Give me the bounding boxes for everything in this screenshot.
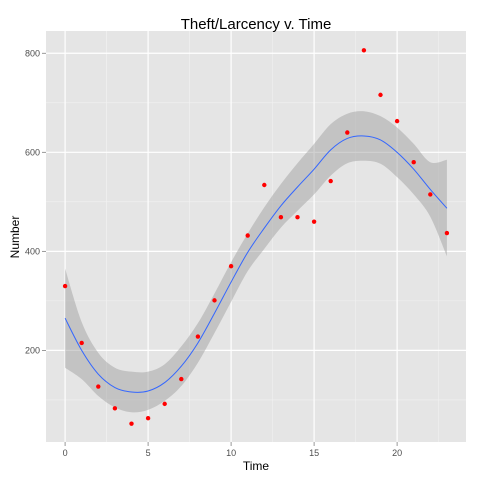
panel-background	[46, 31, 466, 442]
y-axis-ticks: 200 400 600 800	[25, 48, 46, 355]
smooth-trend-line	[64, 135, 448, 393]
major-gridlines	[46, 31, 466, 442]
x-tick-label: 20	[392, 448, 402, 458]
y-tick-label: 200	[25, 345, 40, 355]
data-point	[145, 416, 151, 421]
data-point	[62, 283, 68, 289]
data-point	[129, 421, 134, 426]
data-point	[262, 182, 267, 188]
data-point	[411, 160, 416, 165]
data-point	[278, 214, 284, 220]
x-tick-label: 5	[146, 448, 151, 458]
data-point	[96, 384, 101, 389]
x-tick-label: 10	[226, 448, 236, 458]
data-point	[345, 130, 350, 135]
y-tick-label: 400	[25, 246, 40, 256]
y-tick-label: 600	[25, 147, 40, 157]
y-axis-title: Number	[8, 216, 22, 259]
data-point	[361, 48, 367, 53]
chart-title: Theft/Larcency v. Time	[181, 16, 332, 33]
x-tick-label: 15	[309, 448, 319, 458]
x-axis-ticks: 0 5 10 15 20	[63, 442, 402, 458]
data-point	[328, 178, 333, 184]
data-point	[195, 334, 201, 339]
data-point	[162, 401, 167, 407]
data-point	[428, 192, 433, 197]
minor-gridlines	[46, 31, 466, 442]
data-point	[112, 406, 118, 411]
data-point	[378, 92, 383, 98]
data-point	[79, 340, 84, 346]
data-point	[212, 298, 217, 303]
data-point	[394, 118, 400, 124]
y-tick-label: 800	[25, 48, 40, 58]
data-point	[228, 264, 234, 269]
data-point	[245, 233, 250, 238]
data-point	[179, 376, 184, 382]
data-point	[295, 214, 300, 220]
data-point	[311, 219, 317, 224]
x-tick-label: 0	[63, 448, 68, 458]
confidence-band	[65, 111, 447, 413]
data-points	[62, 48, 450, 426]
x-axis-title: Time	[243, 459, 270, 473]
data-point	[444, 230, 450, 236]
